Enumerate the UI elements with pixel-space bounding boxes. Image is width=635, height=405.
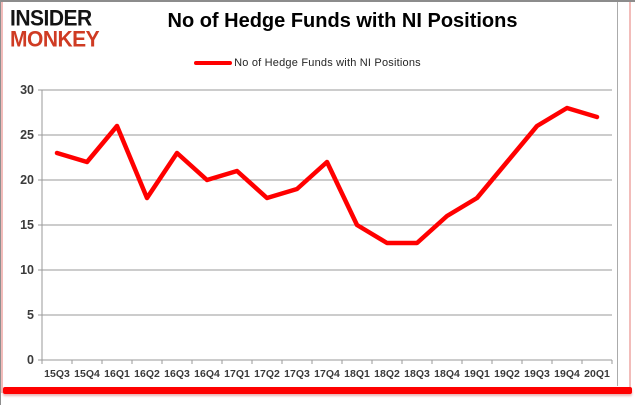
chart-legend: No of Hedge Funds with NI Positions (0, 57, 615, 69)
plot-right-frame (617, 2, 618, 386)
xtick-label-15Q4: 15Q4 (74, 368, 100, 380)
logo-line-monkey: MONKEY (10, 27, 100, 52)
xtick-label-18Q3: 18Q3 (404, 368, 430, 380)
xtick-label-19Q3: 19Q3 (524, 368, 550, 380)
chart-title: No of Hedge Funds with NI Positions (167, 10, 518, 32)
xtick-label-16Q3: 16Q3 (164, 368, 190, 380)
ytick-label-5: 5 (27, 308, 34, 322)
series-line-no-of-hedge-funds-with-ni-positions (54, 105, 600, 246)
xtick-label-15Q3: 15Q3 (44, 368, 70, 380)
card-top-border (0, 0, 635, 2)
xtick-label-19Q1: 19Q1 (464, 368, 490, 380)
ytick-label-0: 0 (27, 353, 34, 367)
ytick-label-30: 30 (20, 83, 34, 97)
xtick-label-18Q4: 18Q4 (434, 368, 460, 380)
xtick-label-17Q3: 17Q3 (284, 368, 310, 380)
ytick-label-25: 25 (20, 128, 34, 142)
xtick-label-20Q1: 20Q1 (584, 368, 610, 380)
legend-label: No of Hedge Funds with NI Positions (234, 57, 421, 69)
insider-monkey-logo: INSIDER MONKEY (10, 6, 100, 52)
xtick-label-18Q1: 18Q1 (344, 368, 370, 380)
xtick-label-16Q1: 16Q1 (104, 368, 130, 380)
xtick-label-16Q2: 16Q2 (134, 368, 160, 380)
bottom-red-bar (3, 387, 632, 394)
xtick-label-17Q1: 17Q1 (224, 368, 250, 380)
xtick-label-18Q2: 18Q2 (374, 368, 400, 380)
xtick-label-17Q2: 17Q2 (254, 368, 280, 380)
xtick-label-19Q2: 19Q2 (494, 368, 520, 380)
legend-line-swatch-icon (194, 61, 233, 65)
ytick-label-20: 20 (20, 173, 34, 187)
ytick-label-15: 15 (20, 218, 34, 232)
logo-line-insider: INSIDER (10, 6, 92, 31)
xtick-label-16Q4: 16Q4 (194, 368, 220, 380)
card-left-accent (1, 2, 3, 393)
card-right-accent (629, 2, 631, 393)
xtick-label-17Q4: 17Q4 (314, 368, 340, 380)
card-left-border (0, 0, 1, 405)
xtick-label-19Q4: 19Q4 (554, 368, 580, 380)
ytick-label-10: 10 (20, 263, 34, 277)
